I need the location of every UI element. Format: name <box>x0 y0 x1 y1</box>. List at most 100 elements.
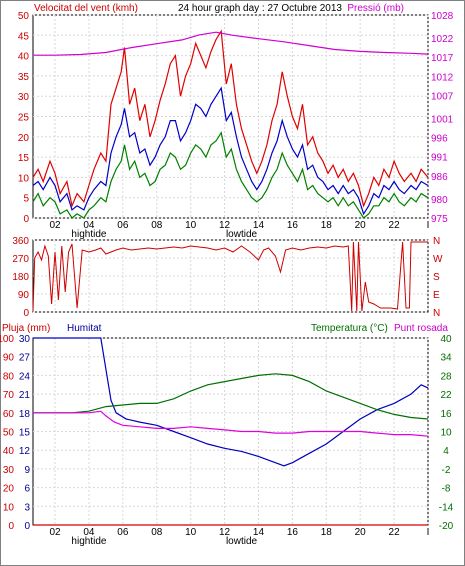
humidity-x-tick-label: 12 <box>219 527 231 538</box>
direction-line <box>32 241 428 312</box>
wind-x-tick-label: I <box>427 220 430 231</box>
direction-y-tick-label: 270 <box>12 254 29 265</box>
humidity-line <box>33 337 429 467</box>
wind-y-tick-label: 40 <box>18 52 30 63</box>
temperature-y-tick-label: -8 <box>442 484 451 495</box>
temperature-line <box>33 373 429 420</box>
pressure-y-tick-label: 1001 <box>431 114 454 125</box>
rain-y-tick-label: 80 <box>3 371 15 382</box>
temperature-y-tick-label: 40 <box>440 334 452 345</box>
humidity-y-tick-label: 3 <box>24 502 30 513</box>
pressure-y-tick-label: 1022 <box>431 34 454 45</box>
pressure-y-tick-label: 975 <box>431 214 448 225</box>
humidity-x-tick-label: 02 <box>49 527 61 538</box>
wind-y-tick-label: 30 <box>18 92 30 103</box>
pressure-y-tick-label: 1012 <box>431 72 454 83</box>
humidity-x-tick-label: 14 <box>253 527 265 538</box>
humidity-x-tick-label: 18 <box>321 527 333 538</box>
humidity-x-tick-label: 06 <box>117 527 129 538</box>
pressure-y-tick-label: 980 <box>431 195 448 206</box>
humidity-y-tick-label: 24 <box>19 371 31 382</box>
humidity-y-tick-label: 18 <box>19 409 31 420</box>
humidity-y-tick-label: 27 <box>19 353 31 364</box>
rain-y-tick-label: 0 <box>8 521 14 532</box>
humidity-x-tick-label: 04 <box>83 527 95 538</box>
humidity-x-tick-label: 10 <box>185 527 197 538</box>
temperature-y-tick-label: 4 <box>443 446 449 457</box>
wind-x-tick-label: 10 <box>185 220 197 231</box>
wind-y-tick-label: 35 <box>18 72 30 83</box>
direction-compass-label: W <box>433 254 443 265</box>
pressure-y-tick-label: 1017 <box>431 53 454 64</box>
rain-y-tick-label: 70 <box>3 390 15 401</box>
wind-y-tick-label: 25 <box>18 113 30 124</box>
humidity-x-tick-label: 20 <box>355 527 367 538</box>
rain-y-tick-label: 30 <box>3 465 15 476</box>
wind-y-tick-label: 10 <box>18 173 30 184</box>
humidity-y-tick-label: 21 <box>19 390 31 401</box>
wind-tide-label: hightide <box>71 229 106 240</box>
pressure-y-tick-label: 986 <box>431 172 448 183</box>
pressure-y-tick-label: 991 <box>431 153 448 164</box>
direction-y-tick-label: 90 <box>18 290 30 301</box>
graph-title: 24 hour graph day : 27 Octubre 2013 <box>178 3 342 14</box>
direction-compass-label: N <box>433 308 440 319</box>
humidity-y-tick-label: 12 <box>19 446 31 457</box>
wind_avg-line <box>32 86 429 216</box>
wind-x-tick-label: 08 <box>151 220 163 231</box>
temperature-axis-label: Temperatura (°C) <box>311 323 388 334</box>
humidity-x-tick-label: 22 <box>389 527 401 538</box>
direction-y-tick-label: 180 <box>12 272 29 283</box>
wind_gust-line <box>32 29 429 208</box>
wind_min-line <box>32 131 429 219</box>
humidity-x-tick-label: 16 <box>287 527 299 538</box>
temperature-y-tick-label: -20 <box>439 521 454 532</box>
direction-y-tick-label: 360 <box>12 236 29 247</box>
rain-y-tick-label: 60 <box>3 409 15 420</box>
direction-compass-label: E <box>433 290 440 301</box>
wind-x-tick-label: 04 <box>83 220 95 231</box>
rain-y-tick-label: 90 <box>3 353 15 364</box>
wind-y-tick-label: 5 <box>23 194 29 205</box>
humidity-tide-label: hightide <box>71 536 106 547</box>
humidity-y-tick-label: 0 <box>24 521 30 532</box>
rain-y-tick-label: 100 <box>0 334 14 345</box>
axes-layer: 0510152025303540455097598098699199610011… <box>0 11 454 547</box>
wind-y-tick-label: 0 <box>23 214 29 225</box>
wind-x-tick-label: 20 <box>355 220 367 231</box>
wind-y-tick-label: 50 <box>18 11 30 22</box>
humidity-y-tick-label: 9 <box>24 465 30 476</box>
humidity-y-tick-label: 6 <box>24 484 30 495</box>
rain-y-tick-label: 20 <box>3 484 15 495</box>
temperature-y-tick-label: 16 <box>440 409 452 420</box>
wind-x-tick-label: 16 <box>287 220 299 231</box>
temperature-y-tick-label: 22 <box>440 390 452 401</box>
direction-compass-label: N <box>433 236 440 247</box>
temperature-y-tick-label: 10 <box>440 428 452 439</box>
pressure-y-tick-label: 1028 <box>431 11 454 22</box>
dewpoint-axis-label: Punt rosada <box>394 323 448 334</box>
pressure-line <box>33 31 429 56</box>
rain-axis-label: Pluja (mm) <box>2 323 50 334</box>
wind-x-tick-label: 06 <box>117 220 129 231</box>
rain-y-tick-label: 50 <box>3 428 15 439</box>
humidity-axis-label: Humitat <box>67 323 102 334</box>
pressure-axis-label: Pressió (mb) <box>347 3 404 14</box>
wind-x-tick-label: 22 <box>389 220 401 231</box>
humidity-y-tick-label: 30 <box>19 334 31 345</box>
wind-axis-label: Velocitat del vent (kmh) <box>34 3 138 14</box>
rain-y-tick-label: 40 <box>3 446 15 457</box>
pressure-y-tick-label: 1007 <box>431 91 454 102</box>
wind-y-tick-label: 45 <box>18 31 30 42</box>
wind-y-tick-label: 15 <box>18 153 30 164</box>
wind-x-tick-label: 12 <box>219 220 231 231</box>
wind-x-tick-label: 14 <box>253 220 265 231</box>
temperature-y-tick-label: 28 <box>440 371 452 382</box>
temperature-y-tick-label: -2 <box>442 465 451 476</box>
direction-compass-label: S <box>433 272 440 283</box>
wind-y-tick-label: 20 <box>18 133 30 144</box>
series-layer <box>32 29 429 526</box>
temperature-y-tick-label: 34 <box>440 353 452 364</box>
wind-x-tick-label: 18 <box>321 220 333 231</box>
